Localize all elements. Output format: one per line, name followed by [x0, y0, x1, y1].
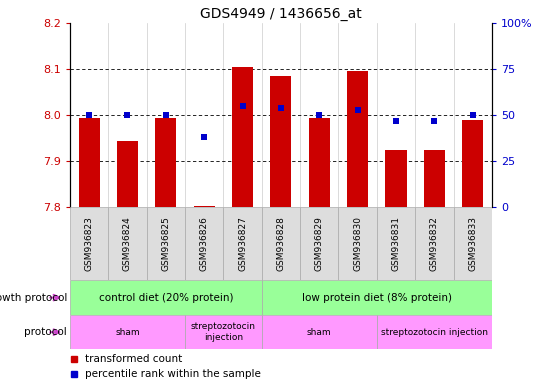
Bar — [224, 207, 262, 280]
Text: transformed count: transformed count — [84, 354, 182, 364]
Bar — [117, 141, 138, 207]
Bar — [386, 150, 406, 207]
Bar — [262, 280, 492, 315]
Bar — [453, 207, 492, 280]
Text: growth protocol: growth protocol — [0, 293, 67, 303]
Bar — [377, 207, 415, 280]
Bar — [108, 207, 146, 280]
Bar — [70, 280, 262, 315]
Bar — [462, 120, 484, 207]
Bar — [424, 150, 445, 207]
Text: low protein diet (8% protein): low protein diet (8% protein) — [302, 293, 452, 303]
Bar — [70, 315, 185, 349]
Bar — [300, 207, 338, 280]
Bar — [232, 67, 253, 207]
Text: streptozotocin
injection: streptozotocin injection — [191, 323, 256, 342]
Bar — [347, 71, 368, 207]
Text: GSM936828: GSM936828 — [276, 217, 286, 271]
Bar — [78, 118, 100, 207]
Text: GSM936830: GSM936830 — [353, 216, 362, 271]
Text: GSM936829: GSM936829 — [315, 217, 324, 271]
Bar — [309, 118, 330, 207]
Text: protocol: protocol — [25, 327, 67, 337]
Bar — [262, 207, 300, 280]
Text: control diet (20% protein): control diet (20% protein) — [98, 293, 233, 303]
Bar — [271, 76, 291, 207]
Bar — [146, 207, 185, 280]
Text: streptozotocin injection: streptozotocin injection — [381, 328, 488, 337]
Text: GSM936832: GSM936832 — [430, 217, 439, 271]
Bar — [155, 118, 176, 207]
Bar — [70, 207, 108, 280]
Bar — [377, 315, 492, 349]
Text: GSM936824: GSM936824 — [123, 217, 132, 271]
Bar — [262, 315, 377, 349]
Text: GSM936827: GSM936827 — [238, 217, 247, 271]
Bar — [185, 315, 262, 349]
Text: sham: sham — [307, 328, 331, 337]
Text: GSM936823: GSM936823 — [84, 217, 93, 271]
Text: GSM936833: GSM936833 — [468, 216, 477, 271]
Bar — [185, 207, 224, 280]
Text: GSM936826: GSM936826 — [200, 217, 209, 271]
Bar — [415, 207, 453, 280]
Bar — [338, 207, 377, 280]
Text: GSM936831: GSM936831 — [391, 216, 400, 271]
Text: percentile rank within the sample: percentile rank within the sample — [84, 369, 260, 379]
Text: sham: sham — [115, 328, 140, 337]
Title: GDS4949 / 1436656_at: GDS4949 / 1436656_at — [200, 7, 362, 21]
Text: GSM936825: GSM936825 — [162, 217, 170, 271]
